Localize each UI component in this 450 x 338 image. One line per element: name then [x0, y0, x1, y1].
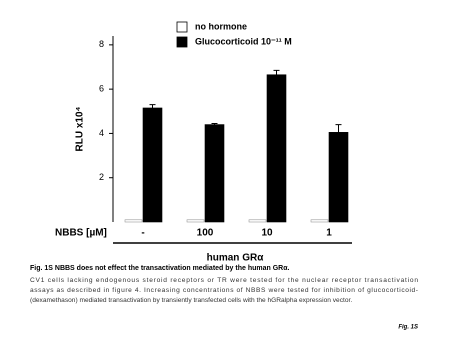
- legend-swatch: [176, 21, 188, 33]
- bar: [328, 132, 349, 223]
- caption-line: assays as described in figure 4. Increas…: [30, 287, 418, 294]
- x-tick-label: 1: [326, 228, 332, 239]
- error-bar: [211, 122, 218, 125]
- y-tick-label: 6: [99, 84, 104, 94]
- caption-title: Fig. 1S NBBS does not effect the transac…: [30, 265, 290, 272]
- bar: [248, 219, 267, 223]
- x-tick-label: 100: [197, 228, 214, 239]
- legend-label: no hormone: [195, 21, 247, 31]
- y-tick-label: 4: [99, 128, 104, 138]
- x-axis-label: NBBS [µM]: [55, 228, 107, 239]
- x-tick-label: -: [141, 228, 144, 239]
- caption-line: CV1 cells lacking endogenous steroid rec…: [30, 277, 418, 284]
- bar: [124, 219, 143, 223]
- bar: [310, 219, 329, 223]
- error-bar: [273, 69, 280, 75]
- error-bar: [149, 104, 156, 108]
- legend-label: Glucocorticoid 10⁻¹¹ M: [195, 36, 292, 46]
- y-axis-label: RLU x10⁴: [75, 106, 86, 151]
- bar: [142, 107, 163, 223]
- legend-swatch: [176, 36, 188, 48]
- group-label: human GRα: [207, 253, 265, 264]
- error-bar: [335, 124, 342, 133]
- x-tick-label: 10: [261, 228, 273, 239]
- y-tick-label: 8: [99, 39, 104, 49]
- caption-line: (dexamethason) mediated transactivation …: [30, 297, 352, 304]
- bar: [266, 74, 287, 223]
- y-tick-label: 2: [99, 172, 104, 182]
- bar: [204, 124, 225, 223]
- bar: [186, 219, 205, 223]
- figure-label: Fig. 1S: [398, 325, 418, 331]
